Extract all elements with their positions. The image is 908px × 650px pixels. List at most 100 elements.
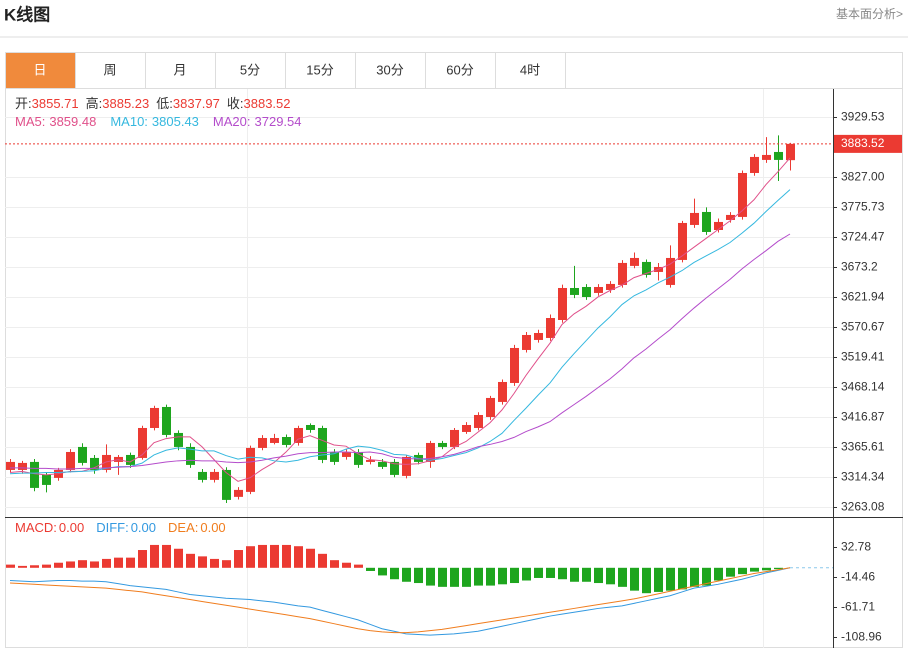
candle-body bbox=[366, 459, 375, 462]
candle-body bbox=[582, 286, 591, 297]
tab[interactable] bbox=[285, 52, 356, 89]
tab[interactable] bbox=[5, 52, 76, 89]
macd-bar bbox=[462, 567, 471, 587]
candle-body bbox=[90, 457, 99, 470]
tab-label[interactable]: 5分 bbox=[240, 62, 260, 77]
candle-body bbox=[522, 334, 531, 350]
macd-bar bbox=[174, 548, 183, 568]
macd-bar bbox=[18, 565, 27, 568]
legend-name: MA5: bbox=[15, 114, 45, 129]
y-tick-label: 3416.87 bbox=[841, 410, 885, 424]
y-tick-label: 3673.2 bbox=[841, 260, 878, 274]
macd-bar bbox=[318, 553, 327, 568]
ohlc-value: 3837.97 bbox=[173, 96, 220, 111]
fundamental-link[interactable]: 基本面分析> bbox=[836, 7, 903, 21]
candle-body bbox=[18, 462, 27, 470]
macd-bar bbox=[162, 544, 171, 568]
candle-body bbox=[246, 447, 255, 492]
candle-body bbox=[42, 474, 51, 485]
macd-bar bbox=[702, 567, 711, 586]
macd-readout: MACD: 0.00 DIFF: 0.00 DEA: 0.00 bbox=[15, 520, 226, 535]
macd-bar bbox=[642, 567, 651, 594]
y-tick-label: 3827.00 bbox=[841, 170, 885, 184]
candle-body bbox=[690, 212, 699, 225]
ohlc-value: 3885.23 bbox=[102, 96, 149, 111]
macd-bar bbox=[570, 567, 579, 582]
macd-bar bbox=[750, 567, 759, 572]
macd-bar bbox=[522, 567, 531, 581]
macd-bar bbox=[546, 567, 555, 578]
macd-bar bbox=[618, 567, 627, 587]
tab-label[interactable]: 日 bbox=[33, 62, 46, 77]
tab-label[interactable]: 4时 bbox=[520, 62, 540, 77]
macd-bar bbox=[738, 567, 747, 575]
macd-bar bbox=[594, 567, 603, 584]
ma-readout: MA5: 3859.48 MA10: 3805.43 MA20: 3729.54 bbox=[15, 114, 302, 129]
candle-body bbox=[426, 442, 435, 462]
macd-bar bbox=[42, 564, 51, 568]
candle-body bbox=[402, 456, 411, 476]
macd-bar bbox=[138, 550, 147, 568]
candle-body bbox=[102, 454, 111, 470]
candle-body bbox=[378, 461, 387, 467]
candle-body bbox=[666, 257, 675, 285]
y-tick-label: -108.96 bbox=[841, 630, 882, 644]
ohlc-label: 收: bbox=[227, 96, 244, 111]
macd-bar bbox=[210, 558, 219, 568]
candle-body bbox=[594, 286, 603, 293]
candle-body bbox=[282, 436, 291, 445]
macd-bar bbox=[414, 567, 423, 584]
candle-body bbox=[330, 451, 339, 462]
y-tick-label: -61.71 bbox=[841, 600, 875, 614]
candle-body bbox=[30, 461, 39, 488]
macd-bar bbox=[654, 567, 663, 592]
macd-bar bbox=[378, 567, 387, 576]
candle-body bbox=[498, 381, 507, 402]
ohlc-label: 低: bbox=[156, 96, 173, 111]
last-price-label: 3883.52 bbox=[841, 136, 885, 150]
legend-value: 3729.54 bbox=[255, 114, 302, 129]
y-tick-label: 3263.08 bbox=[841, 500, 885, 514]
tab[interactable] bbox=[495, 52, 566, 89]
macd-bar bbox=[630, 567, 639, 591]
tab-label[interactable]: 60分 bbox=[446, 62, 473, 77]
macd-bar bbox=[126, 557, 135, 568]
macd-bar bbox=[402, 567, 411, 582]
candle-body bbox=[786, 143, 795, 161]
macd-bar bbox=[270, 544, 279, 568]
candle-body bbox=[534, 332, 543, 340]
candle-body bbox=[606, 283, 615, 290]
candle-body bbox=[162, 406, 171, 435]
last-price-tag bbox=[834, 134, 902, 153]
macd-bar bbox=[282, 544, 291, 568]
candle-body bbox=[126, 454, 135, 465]
tab-label[interactable]: 15分 bbox=[306, 62, 333, 77]
legend-value: 0.00 bbox=[59, 520, 84, 535]
macd-bar bbox=[366, 567, 375, 571]
plot: 3929.53 3827.00 3775.73 3724.47 3673.2 3621.9… bbox=[5, 96, 902, 644]
y-tick-label: 3314.34 bbox=[841, 470, 885, 484]
macd-bar bbox=[498, 567, 507, 585]
y-tick-label: 3621.94 bbox=[841, 290, 885, 304]
legend-name: DEA: bbox=[168, 520, 198, 535]
candle-body bbox=[66, 451, 75, 470]
ohlc-label: 开: bbox=[15, 96, 32, 111]
candle-body bbox=[726, 214, 735, 220]
tab-label[interactable]: 周 bbox=[103, 62, 116, 77]
tab-label[interactable]: 30分 bbox=[376, 62, 403, 77]
macd-bar bbox=[774, 567, 783, 570]
macd-bar bbox=[150, 544, 159, 568]
tab[interactable] bbox=[75, 52, 146, 89]
macd-bar bbox=[258, 544, 267, 568]
macd-bar bbox=[114, 557, 123, 568]
candle-body bbox=[510, 347, 519, 383]
ohlc-readout: 开:3855.71 高:3885.23 低:3837.97 收:3883.52 bbox=[15, 96, 291, 111]
tab-label[interactable]: 月 bbox=[173, 62, 186, 77]
candle-body bbox=[450, 429, 459, 447]
candle-body bbox=[318, 427, 327, 460]
macd-bar bbox=[486, 567, 495, 586]
macd-bar bbox=[222, 560, 231, 568]
candle-body bbox=[474, 414, 483, 428]
macd-bar bbox=[426, 567, 435, 586]
